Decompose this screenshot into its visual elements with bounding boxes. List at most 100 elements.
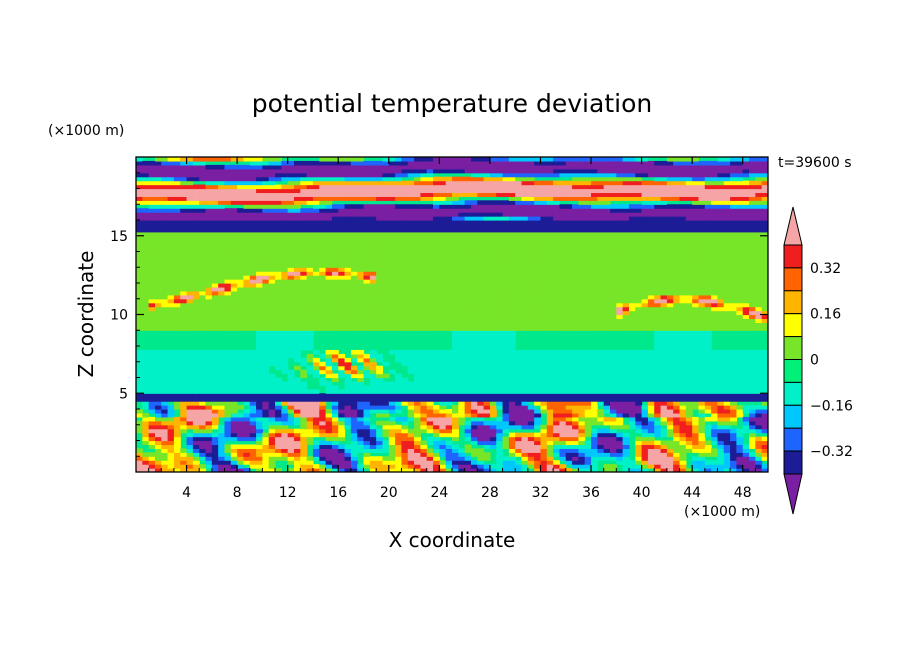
field-cell [565, 440, 573, 446]
field-cell [230, 349, 238, 355]
field-cell [521, 409, 529, 414]
field-cell [357, 294, 365, 300]
field-cell [173, 349, 181, 355]
field-cell [458, 259, 466, 264]
field-cell [237, 326, 245, 331]
field-cell [230, 361, 238, 367]
field-cell [527, 212, 535, 217]
field-cell [300, 334, 308, 339]
field-cell [199, 377, 207, 383]
field-cell [186, 310, 194, 316]
field-cell [508, 192, 516, 197]
field-cell [496, 322, 504, 327]
field-cell [401, 192, 409, 197]
field-cell [464, 235, 472, 241]
field-cell [559, 235, 567, 241]
field-cell [237, 184, 245, 190]
field-cell [148, 235, 156, 241]
field-cell [300, 436, 308, 442]
field-cell [312, 255, 320, 260]
field-cell [388, 247, 396, 253]
field-cell [546, 267, 554, 272]
field-cell [534, 420, 542, 426]
field-cell [350, 164, 358, 170]
field-cell [483, 255, 491, 260]
field-cell [464, 365, 472, 371]
field-cell [224, 247, 232, 253]
field-cell [350, 180, 358, 186]
field-cell [470, 428, 478, 434]
field-cell [439, 326, 447, 331]
field-cell [401, 353, 409, 359]
field-cell [553, 200, 561, 205]
field-cell [426, 243, 434, 249]
field-cell [363, 196, 371, 201]
field-cell [325, 279, 333, 284]
field-cell [142, 227, 150, 233]
field-cell [243, 172, 251, 178]
field-cell [534, 444, 542, 449]
field-cell [489, 444, 497, 449]
field-cell [331, 243, 339, 249]
field-cell [154, 243, 162, 249]
field-cell [294, 180, 301, 186]
field-cell [192, 405, 200, 410]
field-cell [439, 196, 447, 201]
field-cell [502, 381, 510, 386]
field-cell [167, 286, 175, 292]
field-cell [192, 444, 200, 449]
field-cell [256, 409, 263, 414]
field-cell [445, 310, 453, 316]
field-cell [262, 255, 270, 260]
field-cell [192, 412, 200, 418]
field-cell [439, 231, 447, 237]
field-cell [218, 176, 226, 182]
field-cell [426, 267, 434, 272]
field-cell [445, 393, 453, 398]
field-cell [496, 157, 504, 162]
field-cell [262, 160, 270, 166]
field-cell [148, 306, 156, 312]
field-cell [458, 377, 466, 383]
field-cell [350, 168, 358, 174]
field-cell [331, 448, 339, 453]
field-cell [414, 255, 421, 260]
field-cell [136, 385, 143, 390]
field-cell [256, 314, 263, 320]
field-cell [477, 334, 485, 339]
field-cell [268, 239, 276, 245]
field-cell [496, 223, 504, 229]
field-cell [211, 208, 219, 213]
field-cell [237, 397, 245, 402]
field-cell [527, 349, 535, 355]
field-cell [502, 271, 510, 276]
field-cell [546, 160, 554, 166]
field-cell [489, 369, 497, 375]
field-cell [237, 235, 245, 241]
field-cell [186, 456, 194, 461]
field-cell [148, 220, 156, 225]
field-cell [534, 271, 542, 276]
field-cell [211, 255, 219, 260]
field-cell [414, 416, 421, 422]
field-cell [294, 401, 301, 406]
field-cell [452, 160, 459, 166]
field-cell [306, 279, 314, 284]
field-cell [357, 353, 365, 359]
field-cell [268, 243, 276, 249]
field-cell [173, 444, 181, 449]
field-cell [230, 271, 238, 276]
field-cell [521, 432, 529, 438]
field-cell [312, 440, 320, 446]
field-cell [173, 405, 181, 410]
field-cell [136, 397, 143, 402]
field-cell [470, 373, 478, 379]
field-cell [249, 302, 257, 308]
field-cell [521, 314, 529, 320]
field-cell [477, 267, 485, 272]
field-cell [559, 401, 567, 406]
field-cell [237, 267, 245, 272]
field-cell [445, 227, 453, 233]
field-cell [350, 385, 358, 390]
field-cell [237, 389, 245, 394]
